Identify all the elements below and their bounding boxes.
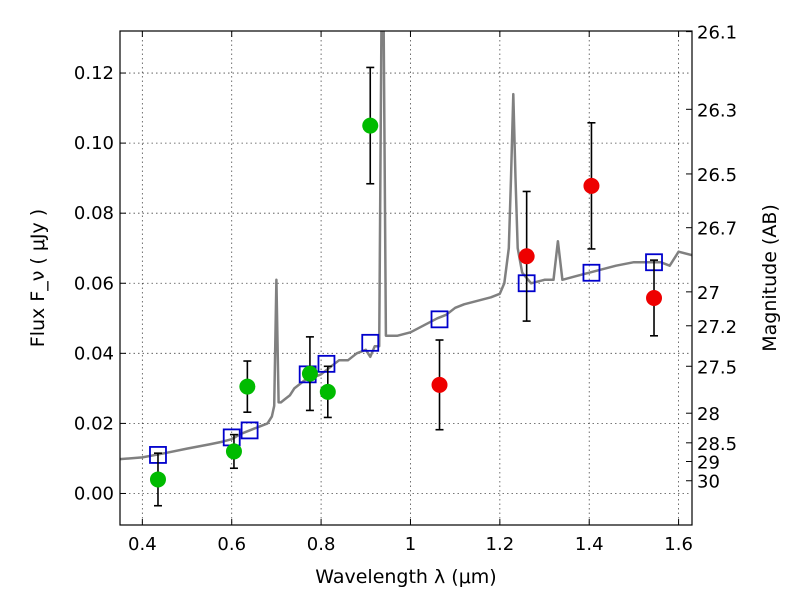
y2-tick-label: 26.7 xyxy=(697,219,737,240)
red-data-point xyxy=(646,289,663,306)
green-data-point xyxy=(362,117,379,134)
y2-tick-label: 26.1 xyxy=(697,23,737,44)
model-square xyxy=(317,354,336,373)
y-tick-label: 0.08 xyxy=(74,203,114,224)
y-tick-label: 0.04 xyxy=(74,343,114,364)
x-tick-label: 1.6 xyxy=(664,534,693,555)
model-square xyxy=(430,310,449,329)
y-tick-label: 0.06 xyxy=(74,273,114,294)
y2-tick-label: 27.5 xyxy=(697,357,737,378)
y2-axis-title: Magnitude (AB) xyxy=(759,204,781,352)
y2-tick-label: 30 xyxy=(697,472,720,493)
x-tick-label: 1 xyxy=(405,534,416,555)
x-tick-label: 0.6 xyxy=(217,534,246,555)
green-data-point xyxy=(301,365,318,382)
y-tick-label: 0.02 xyxy=(74,413,114,434)
x-axis: 0.4 0.6 0.8 1 1.2 1.4 1.6 xyxy=(128,31,693,555)
green-data-point xyxy=(239,378,256,395)
green-data-point xyxy=(225,443,242,460)
y-axis: 0.00 0.02 0.04 0.06 0.08 0.10 0.12 xyxy=(74,63,126,504)
x-tick-label: 0.4 xyxy=(128,534,157,555)
spectrum-line xyxy=(120,31,692,461)
red-data-point xyxy=(431,376,448,393)
y2-tick-label: 29 xyxy=(697,453,720,474)
y-tick-label: 0.10 xyxy=(74,133,114,154)
model-square xyxy=(582,263,601,282)
y2-tick-label: 26.5 xyxy=(697,165,737,186)
model-square xyxy=(361,333,380,352)
y-tick-label: 0.00 xyxy=(74,483,114,504)
y2-tick-label: 26.3 xyxy=(697,100,737,121)
grid-lines xyxy=(120,31,692,525)
red-data-point xyxy=(518,248,535,265)
plot-contents xyxy=(120,31,692,507)
red-data-point xyxy=(583,177,600,194)
y-axis-title-text: Flux F_ν ( μJy ) xyxy=(27,209,49,347)
plot-area xyxy=(120,31,692,507)
x-tick-label: 1.2 xyxy=(486,534,515,555)
green-data-point xyxy=(149,471,166,488)
plot-frame xyxy=(119,30,693,526)
y2-tick-label: 27.2 xyxy=(697,317,737,338)
x-tick-label: 0.8 xyxy=(307,534,336,555)
y2-tick-label: 27 xyxy=(697,283,720,304)
y2-tick-label: 28.5 xyxy=(697,434,737,455)
y-axis-title: Flux F_ν ( μJy ) xyxy=(27,209,49,347)
y-tick-label: 0.12 xyxy=(74,63,114,84)
y2-tick-label: 28 xyxy=(697,404,720,425)
model-square xyxy=(240,421,259,440)
x-axis-title: Wavelength λ (μm) xyxy=(315,566,496,588)
green-data-point xyxy=(319,383,336,400)
x-tick-label: 1.4 xyxy=(575,534,604,555)
